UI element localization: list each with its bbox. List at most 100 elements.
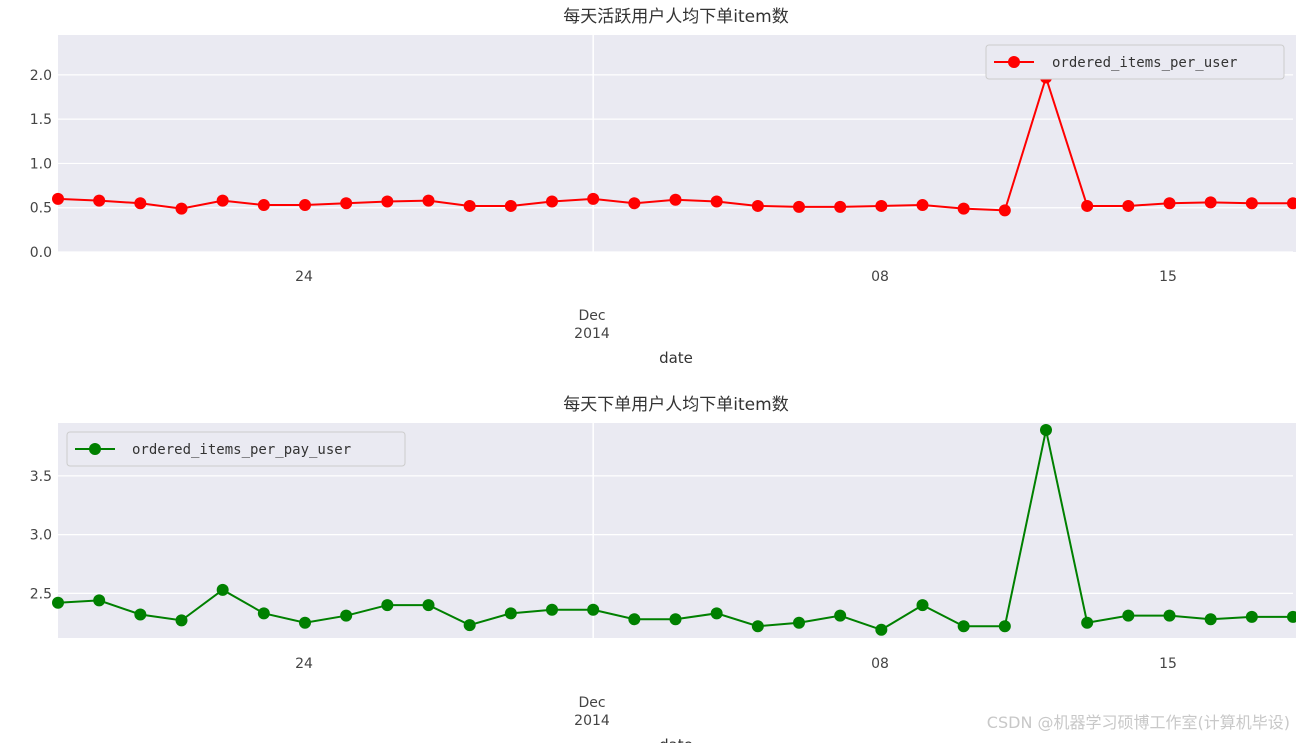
data-point [628,197,641,210]
data-point [340,609,353,622]
data-point [1287,197,1296,210]
chart-top-xtick-08: 08 [871,269,889,285]
data-point [216,194,229,207]
y-tick-label: 3.5 [30,469,52,485]
chart-bottom-title: 每天下单用户人均下单item数 [563,395,788,415]
y-tick-label: 0.5 [30,201,52,217]
chart-top-xtick-dec: Dec 2014 [574,308,610,342]
data-point [1245,197,1258,210]
data-point [751,620,764,633]
y-tick-label: 3.0 [30,528,52,544]
data-point [422,194,435,207]
chart-top-xtick-24: 24 [295,269,313,285]
data-point [669,613,682,626]
chart-bottom-xlabel: date [659,736,693,743]
data-point [175,202,188,215]
y-tick-label: 1.0 [30,156,52,172]
data-point [93,594,106,607]
data-point [381,195,394,208]
data-point [340,197,353,210]
chart-top-y-axis: 0.0 0.5 1.0 1.5 2.0 [30,68,52,261]
data-point [381,599,394,612]
y-tick-label: 2.5 [30,586,52,602]
chart-top-xtick-15: 15 [1159,269,1177,285]
data-point [1163,197,1176,210]
data-point [834,609,847,622]
data-point [134,608,147,621]
y-tick-label: 0.0 [30,245,52,261]
data-point [422,599,435,612]
data-point [1122,609,1135,622]
data-point [587,603,600,616]
data-point [463,619,476,632]
data-point [710,607,723,620]
data-point [998,204,1011,217]
chart-top-legend-label: ordered_items_per_user [1052,55,1237,71]
data-point [257,607,270,620]
data-point [504,607,517,620]
data-point [1122,199,1135,212]
data-point [957,202,970,215]
chart-top-xlabel: date [659,349,693,367]
data-point [628,613,641,626]
data-point [504,199,517,212]
chart-top-legend: ordered_items_per_user [985,44,1285,80]
chart-top-series [52,71,1296,217]
data-point [299,199,311,212]
chart-bottom-xtick-15: 15 [1159,656,1177,672]
data-point [793,616,805,629]
data-point [669,193,682,206]
data-point [916,199,929,212]
data-point [751,199,764,212]
data-point [463,199,476,212]
chart-bottom-legend-marker [89,443,101,455]
data-point [916,599,929,612]
data-point [1081,199,1094,212]
chart-bottom-xtick-24: 24 [295,656,313,672]
data-point [834,200,847,213]
chart-bottom-series [52,424,1296,636]
data-point [1287,610,1296,623]
chart-bottom-grid [58,423,1293,638]
data-point [1163,609,1176,622]
data-point [957,620,970,633]
chart-top-legend-marker [1008,56,1020,68]
data-point [875,199,888,212]
chart-top-title: 每天活跃用户人均下单item数 [563,7,788,27]
data-point [793,200,805,213]
data-point [1040,424,1052,437]
data-point [998,620,1011,633]
y-tick-label: 2.0 [30,68,52,84]
chart-bottom-legend: ordered_items_per_pay_user [66,431,406,467]
y-tick-label: 1.5 [30,112,52,128]
data-point [93,194,106,207]
data-point [1081,616,1094,629]
chart-bottom-legend-label: ordered_items_per_pay_user [132,442,351,458]
chart-bottom-xtick-dec: Dec 2014 [574,695,610,729]
data-point [546,195,558,208]
data-point [875,623,888,636]
data-point [134,197,147,210]
chart-bottom-legend-box [66,431,406,467]
watermark: CSDN @机器学习硕博工作室(计算机毕设) [987,713,1290,732]
data-point [1204,613,1217,626]
chart-top: 每天活跃用户人均下单item数 0.0 0.5 1.0 1.5 2.0 24 Dec 20… [30,7,1296,367]
data-point [257,199,270,212]
chart-top-x-axis: 24 Dec 2014 08 15 [295,269,1177,342]
data-point [299,616,311,629]
data-point [52,192,64,205]
data-point [216,583,229,596]
chart-bottom-y-axis: 2.5 3.0 3.5 [30,469,52,602]
data-point [175,614,188,627]
data-point [587,192,600,205]
chart-bottom-x-axis: 24 Dec 2014 08 15 [295,656,1177,729]
chart-bottom: 每天下单用户人均下单item数 2.5 3.0 3.5 24 Dec 2014 08 … [30,395,1296,743]
data-point [710,195,723,208]
chart-bottom-xtick-08: 08 [871,656,889,672]
data-point [52,596,64,609]
chart-top-legend-box [985,44,1285,80]
data-point [1245,610,1258,623]
data-point [546,603,558,616]
data-point [1204,196,1217,209]
